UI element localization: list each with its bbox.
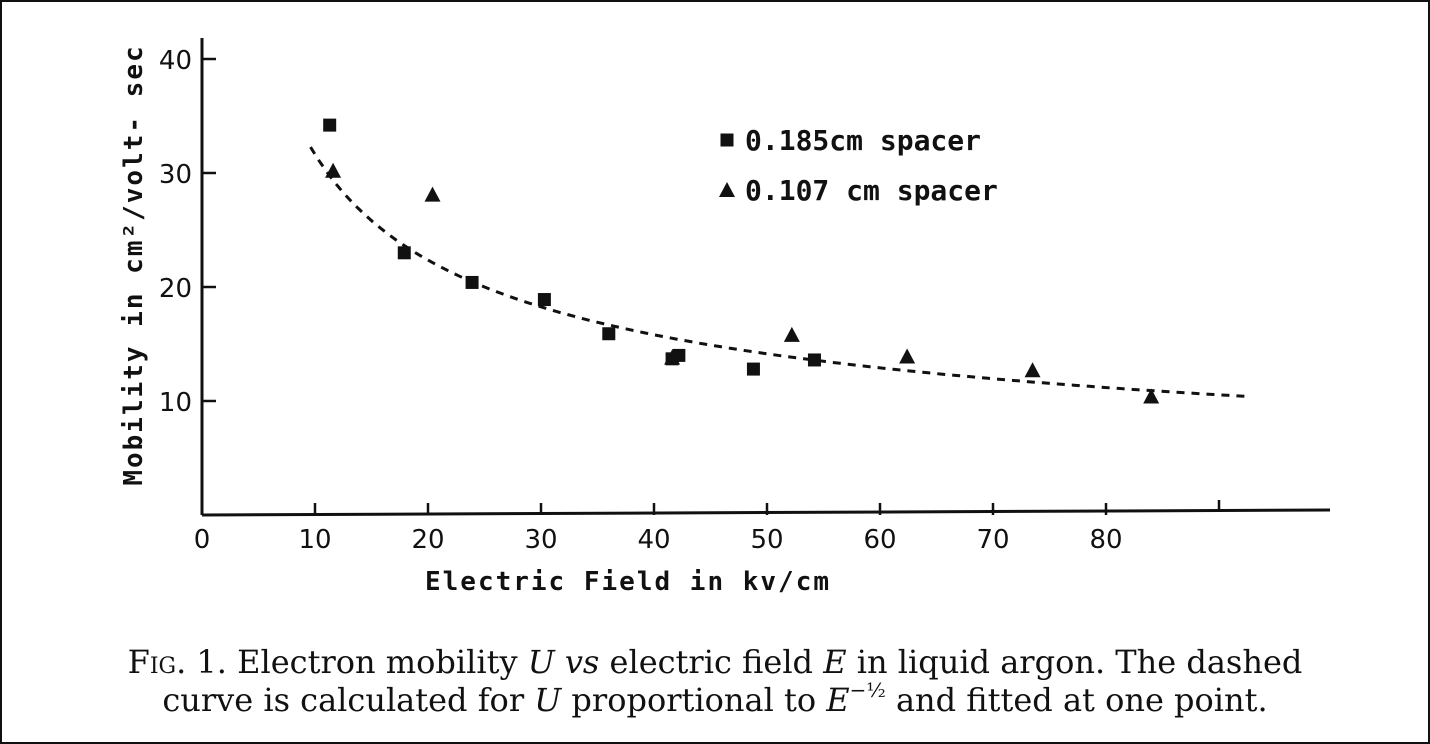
caption-fig-label: Fig. 1. [127, 643, 227, 681]
x-tick-label: 0 [194, 525, 211, 555]
x-tick-label: 20 [411, 525, 444, 555]
chart: 0 10 20 30 40 50 60 70 80 10 20 30 40 0.185cm spacer… [119, 38, 1331, 597]
caption-text-2: electric field [609, 643, 824, 681]
legend-triangle-marker [719, 182, 735, 197]
caption-var-u: U [527, 643, 555, 681]
x-tick-label: 40 [637, 525, 670, 555]
triangle-point [1024, 362, 1041, 378]
square-point [537, 293, 551, 307]
x-tick-label: 30 [524, 525, 557, 555]
caption-var-e2: E [826, 681, 850, 719]
square-point [602, 327, 616, 341]
caption-text-6: and fitted at one point. [885, 681, 1268, 719]
triangle-point [424, 186, 441, 202]
square-point [323, 118, 337, 132]
square-point [465, 275, 479, 289]
legend-label: 0.185cm spacer [745, 124, 981, 157]
fit-curve-group [309, 146, 1246, 398]
y-tick-label: 10 [159, 388, 192, 418]
legend-square-marker [720, 133, 734, 147]
y-tick-label: 30 [159, 160, 192, 190]
caption-text-3: in liquid argon. The dashed [846, 643, 1303, 681]
x-tick-label: 80 [1089, 525, 1122, 555]
y-axis-title: Mobility in cm²/volt- sec [119, 44, 149, 485]
triangle-point [664, 349, 681, 365]
square-point [807, 353, 821, 367]
caption-text-1: Electron mobility [237, 643, 528, 681]
triangle-point [899, 348, 916, 364]
caption-text-4: curve is calculated for [162, 681, 535, 719]
figure-caption: Fig. 1. Electron mobility U vs electric … [20, 643, 1410, 719]
x-tick-label: 70 [976, 525, 1009, 555]
x-tick-label: 10 [298, 525, 331, 555]
x-tick-label: 50 [750, 525, 783, 555]
triangle-point [1143, 388, 1160, 404]
legend-label: 0.107 cm spacer [745, 174, 998, 207]
y-tick-label: 40 [159, 46, 192, 76]
axes: 0 10 20 30 40 50 60 70 80 10 20 30 40 [159, 38, 1331, 555]
caption-var-u2: U [534, 681, 562, 719]
caption-vs: vs [554, 643, 610, 681]
caption-text-5: proportional to [561, 681, 827, 719]
triangle-point [783, 326, 800, 342]
triangle-point [325, 162, 342, 178]
y-tick-label: 20 [159, 274, 192, 304]
legend: 0.185cm spacer 0.107 cm spacer [719, 124, 998, 207]
caption-exponent: −½ [849, 678, 886, 702]
fit-curve [309, 146, 1246, 398]
caption-var-e: E [823, 643, 847, 681]
square-point [746, 362, 760, 376]
x-axis-title: Electric Field in kv/cm [425, 567, 831, 597]
square-point [397, 246, 411, 260]
data-points [323, 118, 1160, 404]
x-tick-label: 60 [863, 525, 896, 555]
